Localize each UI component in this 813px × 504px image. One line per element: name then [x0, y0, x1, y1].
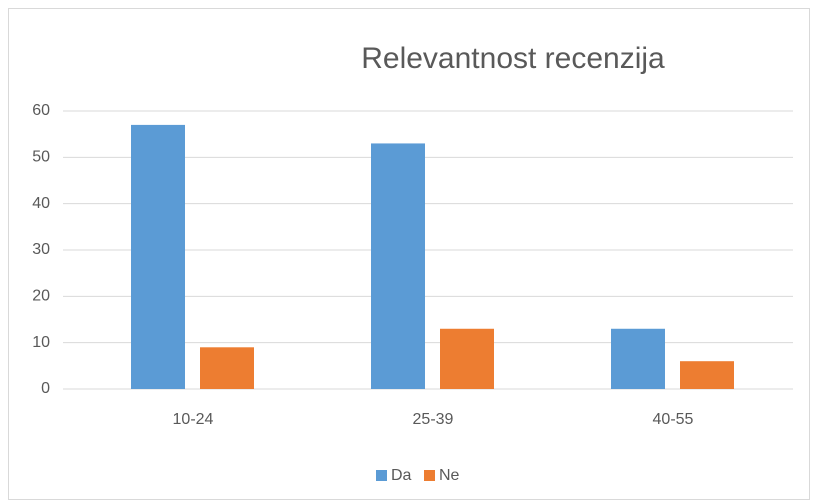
x-tick-label: 40-55: [653, 411, 694, 428]
y-tick-label: 40: [32, 195, 50, 212]
bar: [680, 361, 734, 389]
bar: [131, 124, 185, 390]
y-tick-label: 30: [32, 241, 50, 258]
legend-swatch: [376, 470, 387, 481]
y-tick-label: 10: [32, 334, 50, 351]
y-tick-label: 60: [32, 102, 50, 119]
x-tick-label: 25-39: [413, 411, 454, 428]
legend-swatch: [424, 470, 435, 481]
y-tick-label: 50: [32, 149, 50, 166]
bar: [440, 328, 494, 389]
legend-label: Ne: [439, 467, 460, 484]
chart-title: Relevantnost recenzija: [361, 42, 665, 75]
bar: [371, 143, 425, 389]
bar: [200, 347, 254, 389]
y-tick-label: 0: [41, 380, 50, 397]
bar: [611, 328, 665, 389]
y-tick-label: 20: [32, 288, 50, 305]
x-tick-label: 10-24: [173, 411, 214, 428]
legend-label: Da: [391, 467, 412, 484]
